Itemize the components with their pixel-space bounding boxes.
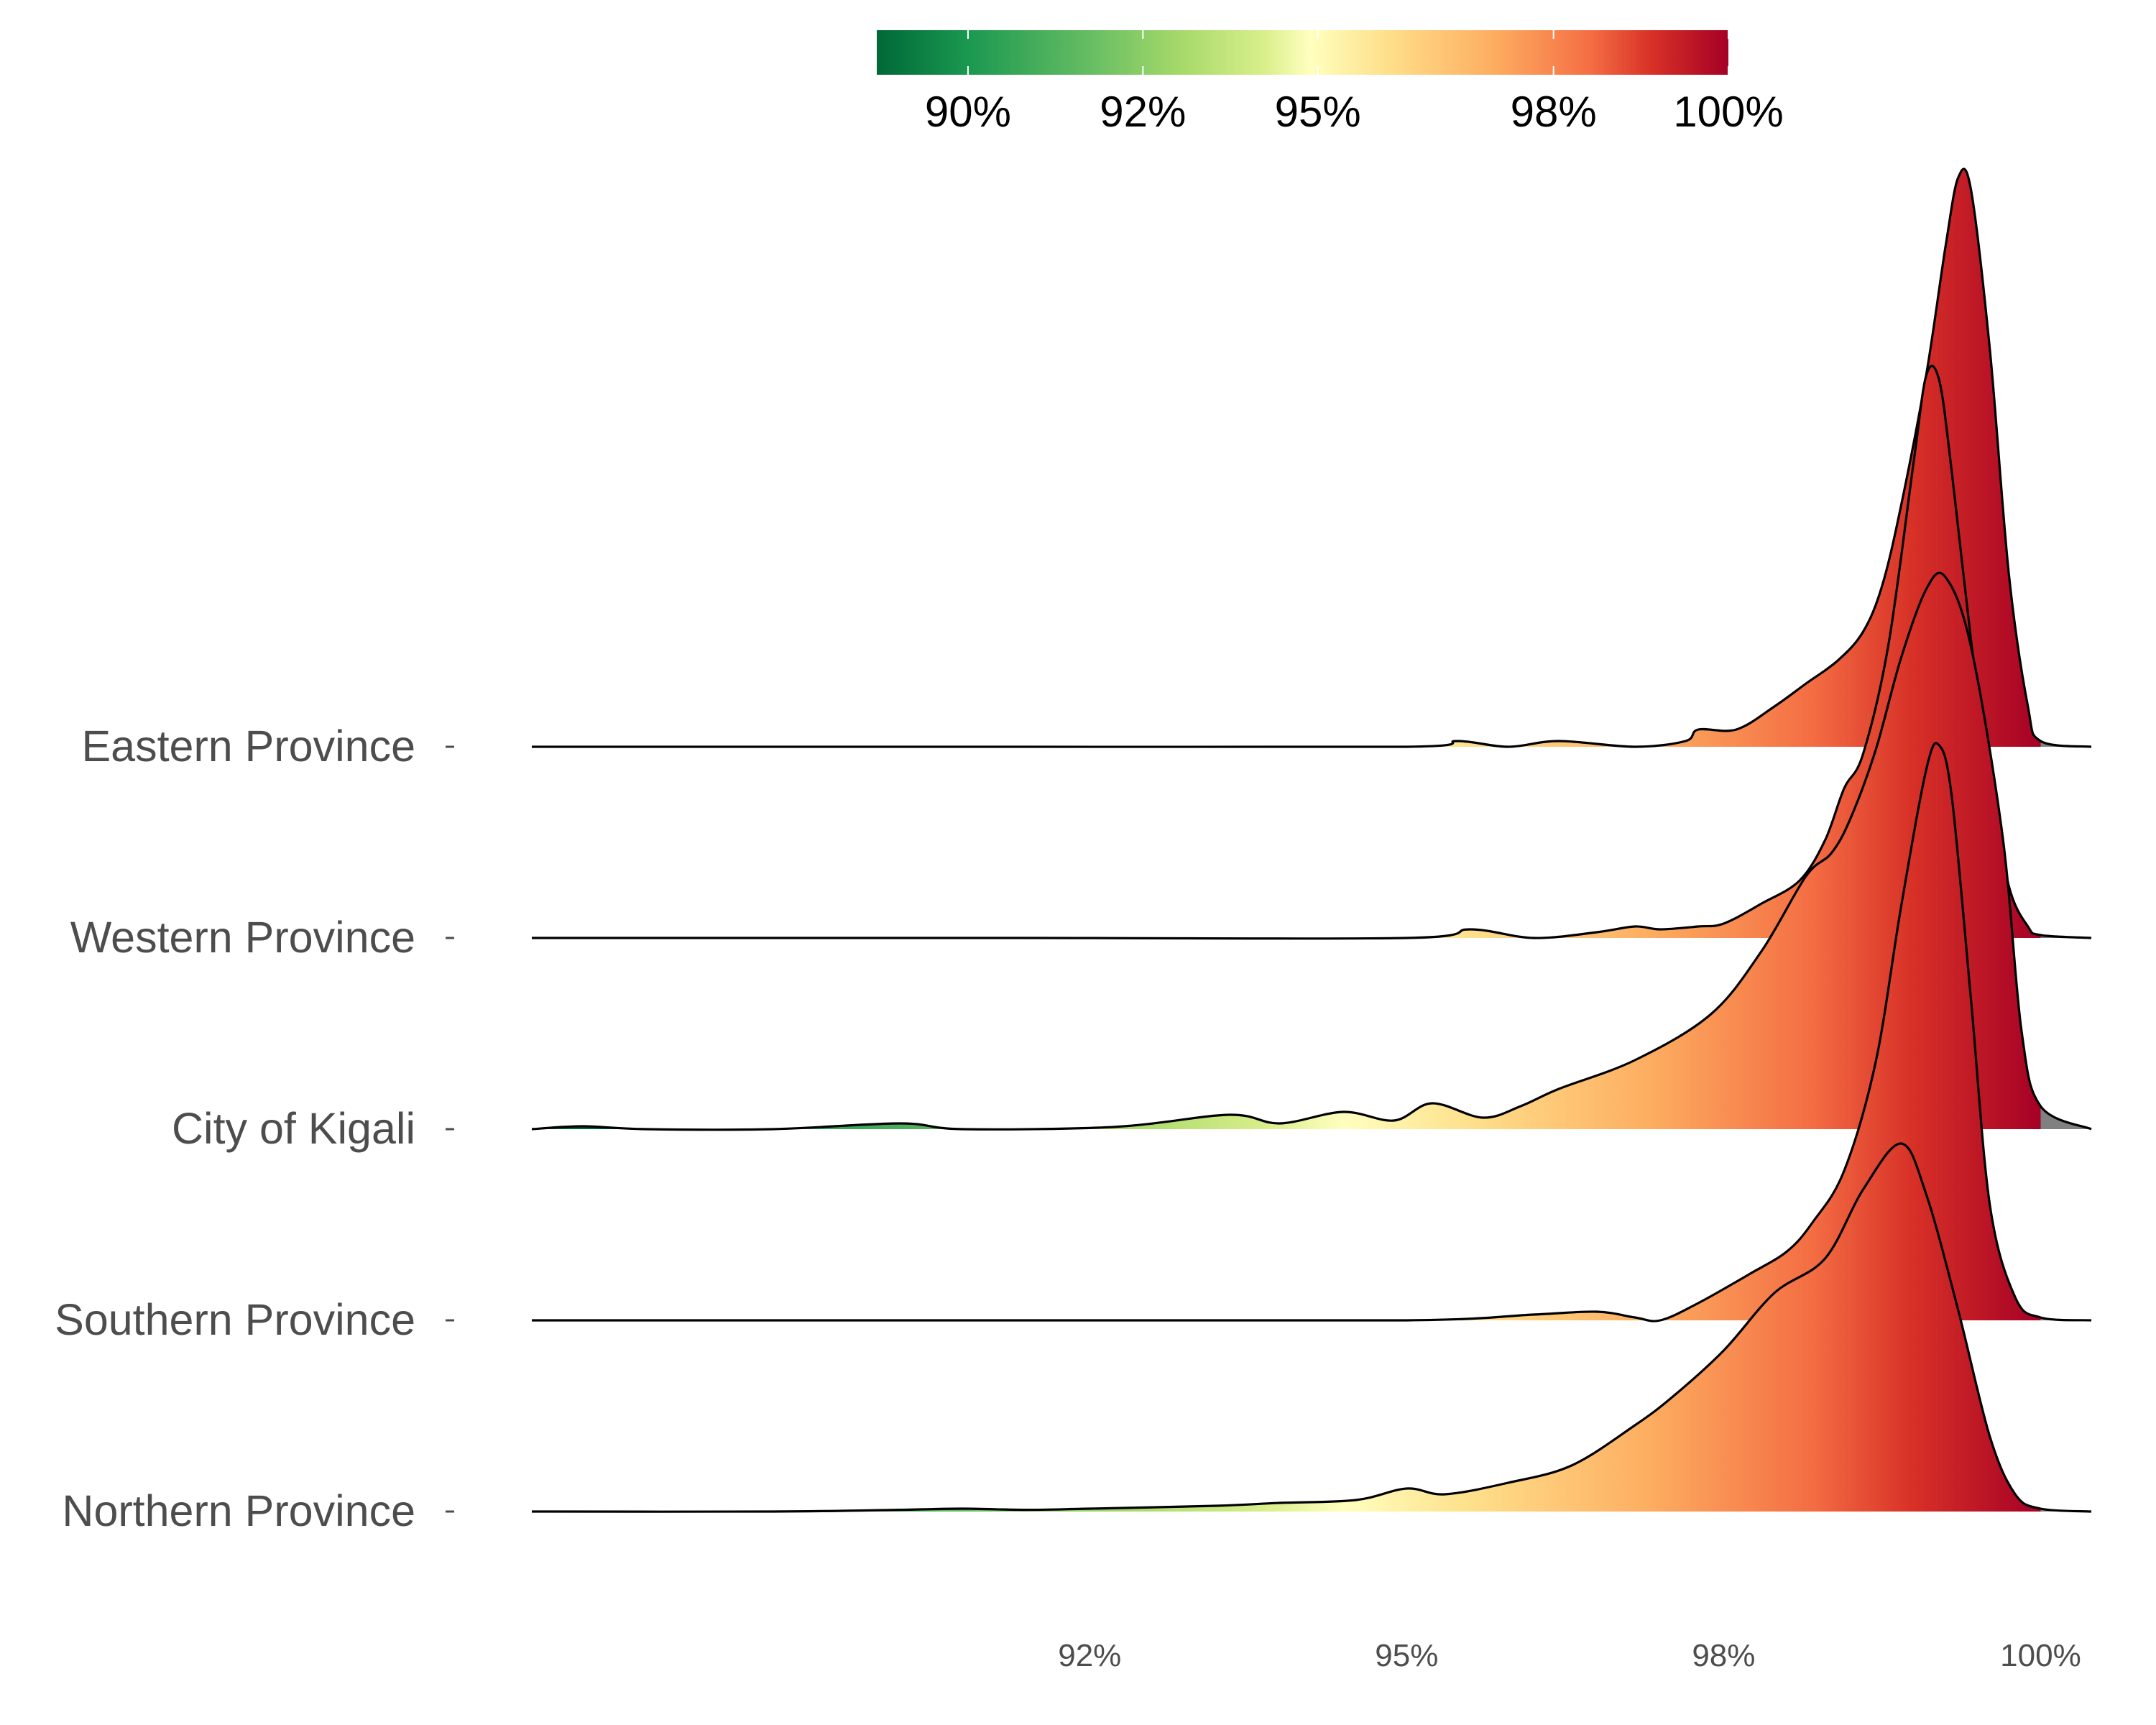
legend-ticks: 90% 92% 95% 98% 100% <box>925 30 1784 136</box>
row-label: City of Kigali <box>172 1104 415 1153</box>
legend-tick-label: 90% <box>925 88 1011 136</box>
ridge-area <box>532 168 2091 748</box>
row-label: Western Province <box>70 913 415 962</box>
legend-tick-label: 95% <box>1275 88 1361 136</box>
legend-tick-label: 98% <box>1511 88 1597 136</box>
x-tick-label: 92% <box>1058 1638 1121 1673</box>
ridge-outline <box>531 1142 2092 1513</box>
x-axis: 92% 95% 98% 100% <box>1058 1638 2081 1673</box>
ridge-area <box>532 1143 2091 1512</box>
ridge-outline <box>531 571 2092 1131</box>
row-label: Eastern Province <box>82 722 416 770</box>
x-tick-label: 95% <box>1375 1638 1438 1673</box>
ridge-outline <box>531 742 2092 1322</box>
row-label: Southern Province <box>55 1295 415 1344</box>
legend-tick-label: 92% <box>1100 88 1186 136</box>
ridge-eastern-province <box>532 167 2092 749</box>
x-tick-label: 100% <box>2000 1638 2081 1673</box>
row-label: Northern Province <box>62 1486 415 1535</box>
legend-color-bar <box>877 30 1728 75</box>
ridge-outline <box>532 167 2092 749</box>
ridges <box>531 167 2092 1513</box>
legend-tick-label: 100% <box>1673 88 1783 136</box>
x-tick-label: 98% <box>1692 1638 1755 1673</box>
color-legend: 90% 92% 95% 98% 100% <box>877 30 1784 136</box>
y-axis: Eastern Province Western Province City of … <box>55 722 454 1535</box>
ridge-northern-province <box>531 1142 2092 1513</box>
